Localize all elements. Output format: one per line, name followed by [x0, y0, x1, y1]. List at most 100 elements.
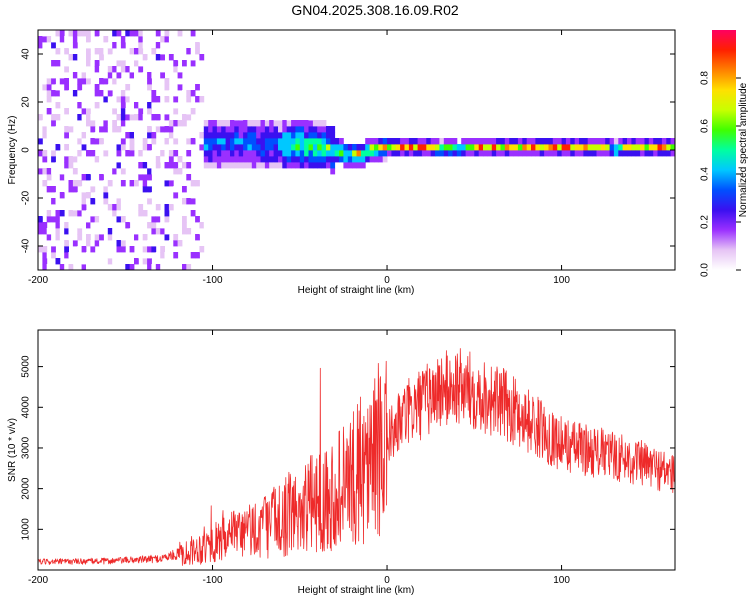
heatmap-cell: [99, 138, 104, 145]
heatmap-cell: [72, 210, 78, 217]
heatmap-cell: [256, 126, 261, 133]
heatmap-cell: [264, 156, 270, 163]
heatmap-cell: [326, 156, 331, 163]
heatmap-cell: [173, 258, 179, 265]
heatmap-cell: [456, 252, 462, 259]
heatmap-cell: [38, 222, 43, 229]
heatmap-cell: [234, 114, 240, 121]
heatmap-cell: [216, 126, 222, 133]
heatmap-cell: [339, 144, 344, 151]
heatmap-cell: [321, 144, 327, 151]
heatmap-cell: [86, 222, 91, 229]
heatmap-cell: [164, 186, 170, 193]
heatmap-cell: [291, 162, 296, 169]
heatmap-cell: [308, 156, 314, 163]
heatmap-cell: [600, 138, 606, 145]
heatmap-cell: [278, 90, 283, 97]
heatmap-cell: [269, 174, 274, 181]
heatmap-cell: [51, 66, 56, 73]
heatmap-cell: [107, 204, 113, 211]
heatmap-cell: [173, 120, 179, 127]
heatmap-cell: [151, 48, 157, 55]
heatmap-cell: [203, 120, 209, 127]
heatmap-cell: [99, 126, 104, 133]
heatmap-cell: [59, 192, 65, 199]
heatmap-cell: [526, 138, 532, 145]
heatmap-cell: [42, 210, 48, 217]
heatmap-cell: [269, 138, 274, 145]
heatmap-cell: [264, 150, 270, 157]
heatmap-cell: [38, 114, 43, 121]
heatmap-cell: [260, 138, 266, 145]
heatmap-cell: [190, 54, 196, 61]
heatmap-cell: [147, 126, 152, 133]
heatmap-cell: [142, 36, 148, 43]
heatmap-cell: [99, 144, 104, 151]
heatmap-cell: [51, 252, 56, 259]
heatmap-cell: [234, 162, 240, 169]
heatmap-cell: [640, 138, 645, 145]
heatmap-cell: [238, 114, 244, 121]
heatmap-cell: [579, 138, 584, 145]
heatmap-cell: [308, 114, 314, 121]
heatmap-cell: [90, 240, 96, 247]
heatmap-x-tick-label: -200: [28, 275, 48, 286]
heatmap-cell: [173, 108, 179, 115]
heatmap-cell: [112, 66, 117, 73]
heatmap-cell: [230, 162, 235, 169]
heatmap-cell: [182, 186, 187, 193]
heatmap-cell: [173, 138, 179, 145]
heatmap-cell: [72, 258, 78, 265]
heatmap-cell: [46, 108, 52, 115]
heatmap-cell: [308, 144, 314, 151]
heatmap-cell: [164, 234, 170, 241]
heatmap-cell: [94, 90, 100, 97]
heatmap-cell: [155, 60, 161, 67]
heatmap-cell: [251, 156, 257, 163]
heatmap-cell: [116, 90, 122, 97]
heatmap-cell: [177, 30, 183, 37]
heatmap-cell: [155, 264, 161, 271]
heatmap-cell: [282, 126, 288, 133]
heatmap-cell: [116, 264, 122, 271]
heatmap-cell: [151, 234, 157, 241]
heatmap-cell: [81, 150, 87, 157]
heatmap-cell: [99, 162, 104, 169]
heatmap-cell: [312, 138, 318, 145]
heatmap-cell: [278, 138, 283, 145]
heatmap-cell: [116, 246, 122, 253]
heatmap-cell: [173, 186, 179, 193]
heatmap-cell: [221, 120, 226, 127]
heatmap-cell: [120, 228, 126, 235]
heatmap-cell: [238, 126, 244, 133]
heatmap-cell: [190, 60, 196, 67]
heatmap-cell: [107, 54, 113, 61]
heatmap-cell: [116, 138, 122, 145]
heatmap-cell: [112, 126, 117, 133]
heatmap-cell: [308, 132, 314, 139]
heatmap-cell: [378, 138, 384, 145]
heatmap-cell: [286, 162, 292, 169]
heatmap-cell: [55, 174, 61, 181]
heatmap-cell: [622, 150, 628, 157]
heatmap-cell: [77, 30, 83, 37]
heatmap-cell: [596, 150, 602, 157]
heatmap-cell: [147, 240, 152, 247]
heatmap-cell: [151, 54, 157, 61]
heatmap-cell: [234, 144, 240, 151]
heatmap-cell: [609, 144, 615, 151]
heatmap-cell: [565, 138, 571, 145]
heatmap-cell: [295, 120, 301, 127]
heatmap-cell: [356, 156, 362, 163]
heatmap-cell: [251, 180, 257, 187]
heatmap-cell: [199, 108, 205, 115]
heatmap-cell: [142, 210, 148, 217]
heatmap-cell: [195, 252, 200, 259]
heatmap-cell: [151, 216, 157, 223]
heatmap-cell: [94, 258, 100, 265]
heatmap-cell: [42, 168, 48, 175]
heatmap-cell: [483, 144, 488, 151]
heatmap-cell: [286, 144, 292, 151]
heatmap-cell: [360, 162, 366, 169]
heatmap-cell: [487, 96, 493, 103]
